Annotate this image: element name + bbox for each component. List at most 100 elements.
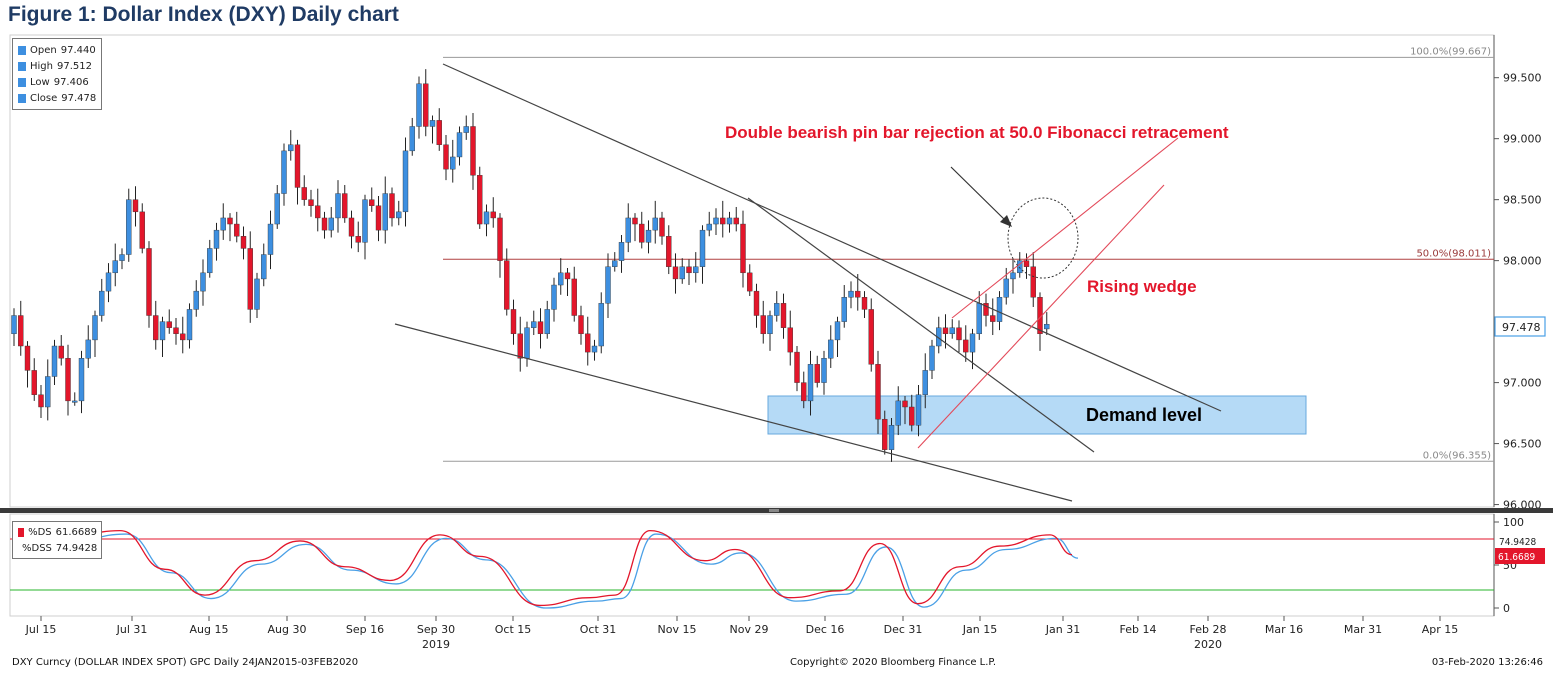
candle-body — [362, 199, 368, 243]
candle-body — [1030, 266, 1036, 298]
candle-body — [429, 120, 436, 127]
candle-body — [780, 303, 787, 328]
inner-trend-line — [747, 197, 1095, 453]
price-tick-label: 99.500 — [1503, 72, 1542, 85]
time-tick-label: Feb 28 — [1190, 623, 1227, 636]
candle-body — [706, 223, 712, 231]
legend-low: Low 97.406 — [13, 74, 101, 90]
stoch-tick-label: 0 — [1503, 602, 1510, 615]
candle-body — [868, 309, 874, 365]
trend-lines — [394, 63, 1222, 502]
candle-body — [821, 358, 827, 383]
candle-body — [753, 290, 760, 316]
candle-body — [828, 339, 834, 359]
candle-body — [733, 217, 739, 225]
last-price-tag: 97.478 — [1494, 316, 1546, 337]
candle-body — [760, 315, 766, 335]
candle-body — [375, 205, 382, 231]
stochastic-value-tags: 74.9428 61.6689 — [1495, 533, 1545, 564]
legend-high: High 97.512 — [13, 58, 101, 74]
candle-body — [456, 132, 463, 158]
price-tick-label: 98.000 — [1503, 255, 1542, 268]
candle-body — [679, 266, 685, 280]
fib-level-label: 50.0%(98.011) — [1416, 248, 1491, 259]
candle-body — [585, 333, 591, 353]
candle-body — [1044, 324, 1050, 330]
time-tick-label: Jul 31 — [116, 623, 148, 636]
candle-body — [855, 290, 861, 298]
candle-body — [652, 217, 658, 231]
candle-body — [645, 229, 652, 243]
candle-body — [24, 345, 31, 371]
panel-resize-grip[interactable] — [769, 509, 779, 512]
candle-body — [996, 297, 1003, 322]
candle-body — [254, 278, 260, 310]
footer-timestamp: 03-Feb-2020 13:26:46 — [1431, 657, 1543, 668]
candle-body — [65, 358, 71, 402]
candle-body — [382, 193, 388, 231]
time-tick-label: Jan 15 — [962, 623, 997, 636]
candle-body — [31, 370, 37, 395]
candle-body — [504, 260, 510, 310]
candle-body — [274, 193, 280, 225]
channel-upper-line — [442, 63, 1222, 412]
candle-body — [497, 217, 503, 261]
candle-body — [1023, 260, 1030, 267]
candle-body — [173, 327, 179, 335]
candle-body — [625, 217, 631, 243]
annotation-pin-bar: Double bearish pin bar rejection at 50.0… — [725, 123, 1229, 142]
candle-body — [112, 260, 118, 274]
candle-body — [166, 321, 172, 328]
candle-body — [207, 248, 213, 274]
candle-body — [787, 327, 793, 353]
candle-body — [612, 260, 618, 267]
candle-body — [220, 217, 226, 231]
dss-value-tag: 74.9428 — [1499, 537, 1536, 548]
candle-body — [976, 303, 982, 335]
time-tick-label: Feb 14 — [1120, 623, 1157, 636]
candle-body — [618, 242, 625, 261]
legend-close: Close 97.478 — [13, 90, 101, 106]
candle-body — [834, 321, 841, 341]
candle-body — [578, 315, 584, 335]
candle-body — [720, 217, 726, 225]
time-tick-label: Mar 16 — [1265, 623, 1303, 636]
candle-body — [659, 217, 665, 237]
candle-body — [18, 315, 24, 347]
candle-body — [146, 248, 152, 316]
candle-body — [767, 315, 773, 335]
candle-body — [119, 254, 125, 261]
ds-value-tag: 61.6689 — [1498, 552, 1535, 563]
candle-body — [801, 382, 807, 402]
candle-body — [774, 303, 780, 316]
candle-body — [882, 418, 888, 450]
pointer-arrowhead — [1000, 215, 1012, 227]
candle-body — [139, 211, 145, 249]
candle-body — [186, 309, 193, 341]
candle-body — [200, 272, 206, 292]
candle-body — [598, 303, 604, 347]
fibonacci-levels: 100.0%(99.667) 50.0%(98.011) 0.0%(96.355) — [443, 46, 1494, 462]
candle-body — [517, 333, 523, 359]
candle-body — [902, 400, 908, 408]
time-tick-label: Sep 16 — [346, 623, 384, 636]
footer-copyright: Copyright© 2020 Bloomberg Finance L.P. — [790, 657, 997, 668]
candle-body — [1010, 272, 1016, 280]
candle-body — [416, 83, 422, 127]
price-tick-label: 98.500 — [1503, 194, 1542, 207]
stochastic-dss-line — [17, 533, 1079, 609]
stoch-tick-label: 100 — [1503, 516, 1524, 529]
candle-body — [85, 339, 91, 359]
candle-body — [240, 236, 247, 249]
candle-body — [409, 126, 415, 152]
time-tick-label: Mar 31 — [1344, 623, 1382, 636]
candle-body — [915, 394, 922, 426]
candle-body — [153, 315, 159, 341]
chart-title: Figure 1: Dollar Index (DXY) Daily chart — [8, 3, 399, 26]
stochastic-ds-line — [11, 529, 1073, 607]
candle-body — [99, 290, 105, 316]
candle-body — [450, 156, 456, 170]
time-tick-label: Apr 15 — [1422, 623, 1459, 636]
candle-body — [402, 150, 409, 213]
